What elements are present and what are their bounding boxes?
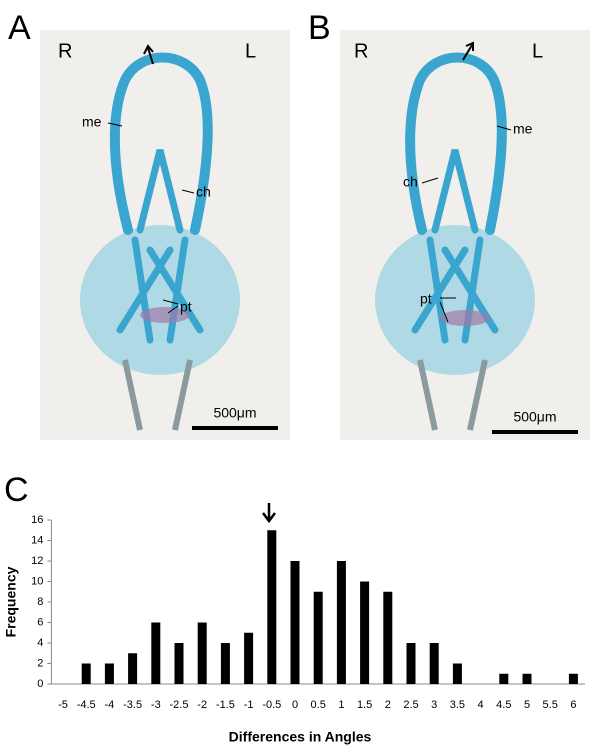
bar: [197, 622, 207, 684]
side-label: R: [354, 40, 368, 62]
y-tick-label: 0: [37, 678, 43, 690]
x-tick-label: -5: [58, 699, 68, 711]
annotation-arrow: [262, 503, 276, 524]
y-tick-label: 10: [31, 575, 43, 587]
bar: [267, 530, 277, 684]
y-tick-label: 6: [37, 616, 43, 628]
x-tick-label: 6: [570, 699, 576, 711]
bar: [406, 643, 416, 684]
bar: [151, 622, 161, 684]
x-tick-label: -1.5: [216, 699, 235, 711]
bar: [174, 643, 184, 684]
y-tick-label: 2: [37, 657, 43, 669]
photo-a: A R L me ch pt 500μm: [8, 9, 290, 440]
y-axis-title: Frequency: [3, 566, 19, 637]
x-tick-label: 2: [385, 699, 391, 711]
annotation: me: [513, 121, 533, 137]
bar: [104, 663, 114, 684]
histogram: C Differences in Angles Frequency 0 2 4 6 8 1…: [3, 471, 585, 745]
y-tick-label: 16: [31, 514, 43, 526]
x-tick-label: -3.5: [123, 699, 142, 711]
x-tick-label: 3.5: [450, 699, 465, 711]
x-tick-label: -4.5: [77, 699, 96, 711]
bar: [383, 591, 393, 684]
x-axis-title: Differences in Angles: [229, 729, 372, 745]
annotation: pt: [180, 299, 192, 315]
x-tick-label: 1: [338, 699, 344, 711]
bar: [429, 643, 439, 684]
panel-label: B: [308, 9, 331, 47]
bar: [313, 591, 323, 684]
bar: [452, 663, 462, 684]
bar: [499, 673, 509, 684]
y-tick-label: 14: [31, 534, 43, 546]
x-tick-label: -4: [105, 699, 115, 711]
x-tick-label: -2.5: [170, 699, 189, 711]
x-tick-label: -2: [197, 699, 207, 711]
side-label: R: [58, 40, 72, 62]
x-tick-label: 1.5: [357, 699, 372, 711]
bar: [244, 632, 254, 684]
bar: [220, 643, 230, 684]
x-tick-label: 2.5: [403, 699, 418, 711]
bar: [128, 653, 138, 684]
bar: [81, 663, 91, 684]
x-tick-label: 0: [292, 699, 298, 711]
side-label: L: [245, 40, 256, 62]
x-tick-label: 5: [524, 699, 530, 711]
x-tick-label: -3: [151, 699, 161, 711]
x-tick-label: 4: [478, 699, 484, 711]
x-tick-label: 0.5: [311, 699, 326, 711]
panel-label: C: [4, 471, 29, 509]
bar: [290, 561, 300, 684]
bar: [360, 581, 370, 684]
scale-bar-label: 500μm: [213, 405, 256, 421]
bar: [522, 673, 532, 684]
x-tick-label: -0.5: [262, 699, 281, 711]
annotation: ch: [196, 184, 211, 200]
x-tick-label: -1: [244, 699, 254, 711]
annotation: me: [82, 114, 102, 130]
annotation: ch: [403, 174, 418, 190]
bar: [336, 561, 346, 684]
annotation: pt: [420, 291, 432, 307]
bar: [568, 673, 578, 684]
x-tick-label: 4.5: [496, 699, 511, 711]
panel-label: A: [8, 9, 31, 47]
side-label: L: [532, 40, 543, 62]
scale-bar-label: 500μm: [513, 409, 556, 425]
photo-b: B R L me ch pt 500μm: [308, 9, 590, 440]
x-tick-label: 5.5: [543, 699, 558, 711]
y-tick-label: 12: [31, 555, 43, 567]
y-tick-label: 8: [37, 596, 43, 608]
x-tick-label: 3: [431, 699, 437, 711]
y-tick-label: 4: [37, 637, 43, 649]
